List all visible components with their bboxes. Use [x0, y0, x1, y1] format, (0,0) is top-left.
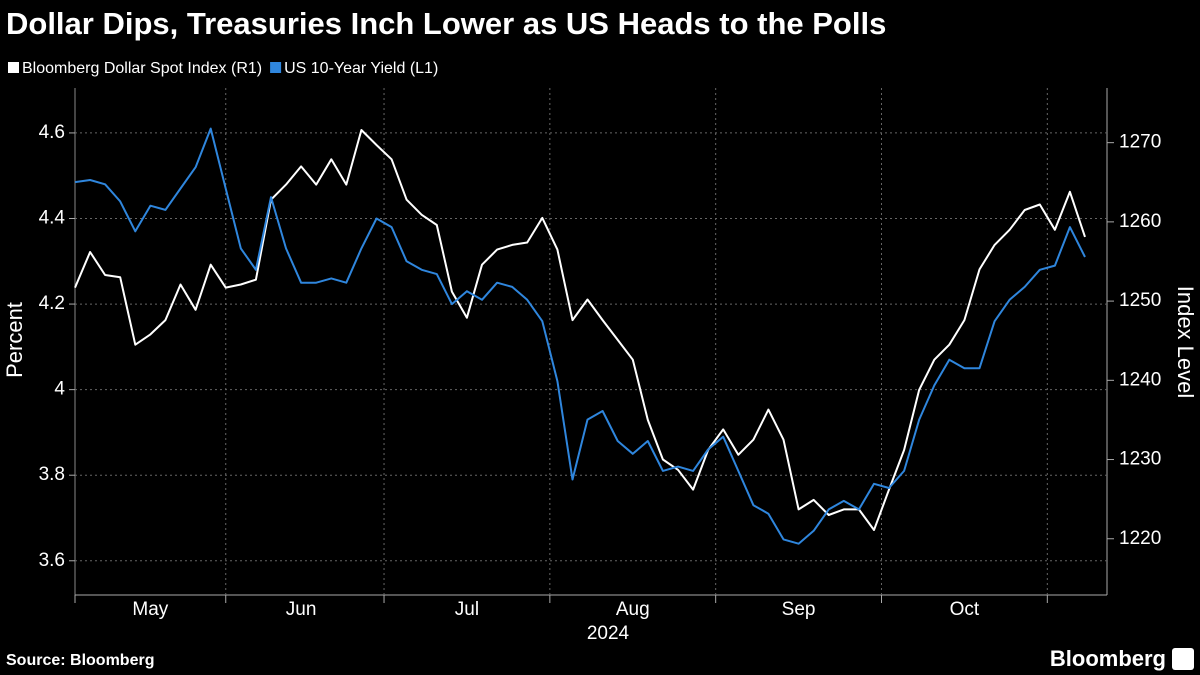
y2-tick-label: 1260 [1119, 211, 1161, 232]
y2-tick-label: 1270 [1119, 132, 1161, 153]
y-axis-label: Percent [2, 302, 27, 378]
legend-label: US 10-Year Yield (L1) [284, 60, 438, 77]
logo: Bloomberg [1050, 646, 1166, 671]
x-tick-label: Aug [616, 599, 650, 620]
y2-axis-label: Index Level [1173, 286, 1198, 399]
y-tick-label: 4.2 [39, 293, 65, 314]
logo-icon [1172, 648, 1194, 670]
y-tick-label: 4.4 [39, 208, 66, 229]
x-tick-label: Jun [286, 599, 317, 620]
y-tick-label: 3.6 [39, 550, 65, 571]
legend-swatch [270, 62, 282, 73]
x-axis-label: 2024 [587, 623, 630, 644]
x-tick-label: Oct [950, 599, 980, 620]
legend-swatch [8, 62, 19, 73]
series-line [74, 127, 1086, 545]
y2-tick-label: 1230 [1119, 449, 1161, 470]
y2-tick-label: 1240 [1119, 369, 1161, 390]
x-tick-label: Jul [455, 599, 479, 620]
y-tick-label: 4 [54, 379, 65, 400]
y-tick-label: 4.6 [39, 122, 65, 143]
x-tick-label: May [132, 599, 168, 620]
series-line [74, 129, 1086, 531]
y2-tick-label: 1250 [1119, 290, 1161, 311]
y-tick-label: 3.8 [39, 464, 65, 485]
legend-label: Bloomberg Dollar Spot Index (R1) [22, 60, 262, 77]
source: Source: Bloomberg [6, 652, 154, 669]
x-tick-label: Sep [782, 599, 816, 620]
chart-title: Dollar Dips, Treasuries Inch Lower as US… [6, 6, 886, 41]
y2-tick-label: 1220 [1119, 528, 1161, 549]
